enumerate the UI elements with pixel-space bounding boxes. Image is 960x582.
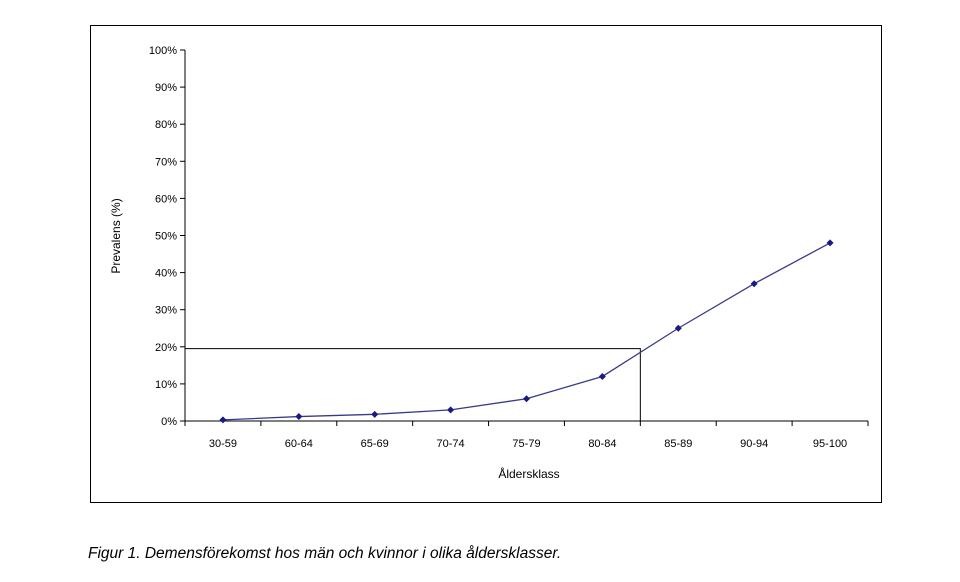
chart-frame	[90, 25, 882, 503]
data-point-marker	[295, 413, 303, 421]
y-tick-label: 20%	[155, 342, 177, 354]
x-tick-label: 80-84	[588, 438, 616, 450]
data-point-marker	[219, 416, 227, 424]
x-tick-label: 65-69	[361, 438, 389, 450]
y-tick-label: 80%	[155, 119, 177, 131]
x-tick-label: 75-79	[512, 438, 540, 450]
data-point-marker	[674, 324, 682, 332]
data-point-marker	[598, 372, 606, 380]
y-tick-label: 40%	[155, 268, 177, 280]
data-point-marker	[447, 406, 455, 414]
y-tick-label: 30%	[155, 305, 177, 317]
x-tick-label: 85-89	[664, 438, 692, 450]
y-axis-ticks: 0% 10% 20% 30% 40% 50% 60% 70% 80% 90% 100%	[149, 45, 185, 428]
y-axis-label: Prevalens (%)	[109, 198, 123, 273]
x-axis-ticks: 30-59 60-64 65-69 70-74 75-79 80-84 85-89 90-94…	[184, 421, 869, 450]
x-axis-label: Åldersklass	[498, 466, 559, 481]
y-tick-label: 0%	[161, 416, 177, 428]
data-point-marker	[826, 239, 834, 247]
y-tick-label: 60%	[155, 193, 177, 205]
data-point-marker	[750, 280, 758, 288]
reference-line	[185, 348, 641, 421]
x-tick-label: 70-74	[437, 438, 465, 450]
x-tick-label: 60-64	[285, 438, 313, 450]
x-tick-label: 95-100	[813, 438, 847, 450]
series-markers	[219, 239, 834, 424]
series-line	[222, 242, 831, 421]
y-tick-label: 70%	[155, 156, 177, 168]
x-tick-label: 30-59	[209, 438, 237, 450]
y-tick-label: 10%	[155, 379, 177, 391]
y-tick-label: 50%	[155, 231, 177, 243]
y-tick-label: 90%	[155, 82, 177, 94]
x-tick-label: 90-94	[740, 438, 768, 450]
figure-caption: Figur 1. Demensförekomst hos män och kvi…	[88, 545, 562, 562]
y-tick-label: 100%	[149, 45, 177, 57]
data-point-marker	[371, 410, 379, 418]
line-chart: 0% 10% 20% 30% 40% 50% 60% 70% 80% 90% 100% 30-59 6…	[109, 45, 869, 481]
data-point-marker	[523, 395, 530, 403]
